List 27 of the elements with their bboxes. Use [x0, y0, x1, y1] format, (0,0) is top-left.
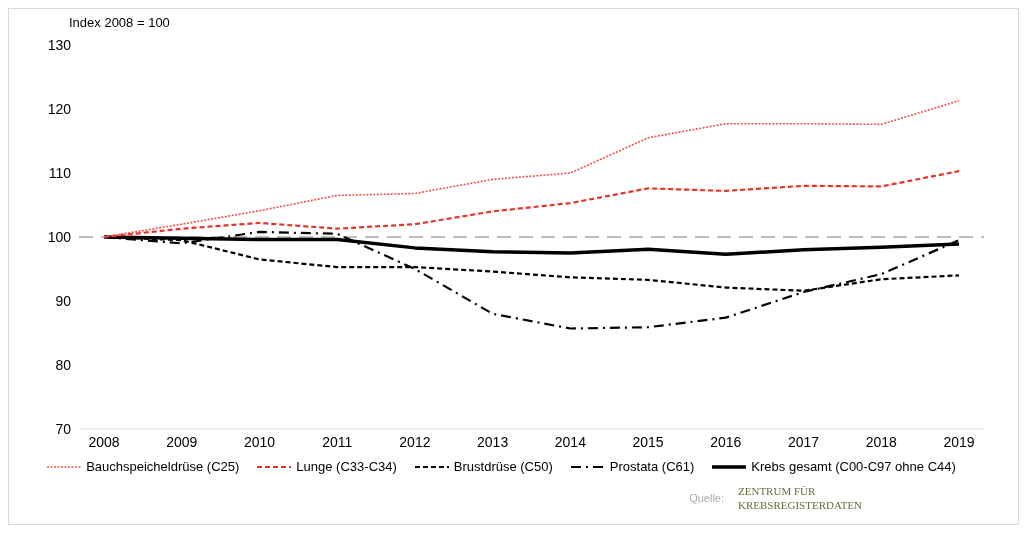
legend-label: Brustdrüse (C50) — [453, 459, 553, 474]
y-tick-label: 110 — [48, 164, 72, 181]
legend-label: Krebs gesamt (C00-C97 ohne C44) — [751, 459, 956, 474]
y-tick-label: 120 — [47, 100, 72, 117]
x-tick-label: 2009 — [166, 433, 198, 450]
y-tick-label: 130 — [47, 36, 72, 53]
source-note: Quelle: — [689, 492, 724, 504]
x-tick-label: 2011 — [322, 433, 353, 450]
x-tick-label: 2012 — [399, 433, 431, 450]
text: ZENTRUM FÜR KREBSREGISTERDATEN — [738, 484, 864, 512]
legend-label: Bauchspeicheldrüse (C25) — [86, 459, 240, 474]
x-tick-label: 2008 — [88, 433, 120, 450]
x-tick-label: 2015 — [632, 433, 664, 450]
y-tick-label: 100 — [47, 228, 72, 245]
legend-label: Prostata (C61) — [609, 459, 695, 474]
y-tick-label: 80 — [55, 356, 72, 373]
legend-label: Lunge (C33-C34) — [296, 459, 397, 474]
x-tick-label: 2018 — [865, 433, 898, 450]
x-tick-label: 2014 — [554, 433, 587, 450]
x-tick-label: 2016 — [710, 433, 742, 450]
x-tick-label: 2013 — [477, 433, 509, 450]
y-tick-label: 90 — [55, 292, 72, 309]
y-tick-label: 70 — [55, 420, 72, 437]
x-tick-label: 2017 — [787, 433, 820, 450]
y-axis-title: Index 2008 = 100 — [69, 15, 170, 30]
x-tick-label: 2010 — [243, 433, 276, 450]
x-tick-label: 2019 — [943, 433, 975, 450]
